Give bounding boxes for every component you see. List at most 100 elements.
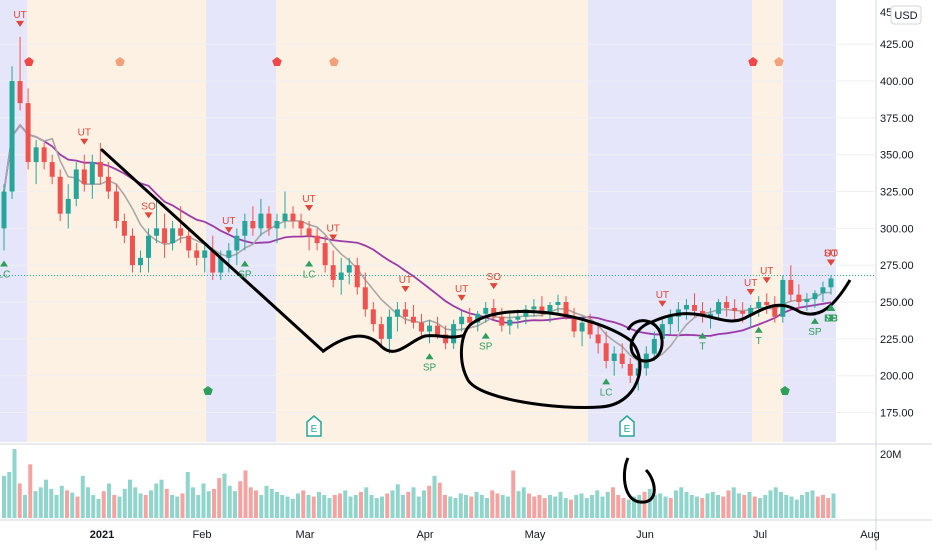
candle-body[interactable] — [716, 302, 722, 314]
candle-body[interactable] — [619, 353, 625, 364]
candle-body[interactable] — [25, 103, 31, 163]
candle-body[interactable] — [402, 309, 408, 317]
candle-body[interactable] — [764, 302, 770, 305]
candle-body[interactable] — [708, 313, 714, 317]
candle-body[interactable] — [467, 316, 473, 323]
candle-body[interactable] — [105, 176, 111, 192]
candle-body[interactable] — [57, 176, 63, 214]
candle-body[interactable] — [234, 235, 240, 251]
candle-body[interactable] — [394, 309, 400, 317]
candle-body[interactable] — [137, 257, 143, 266]
candle-body[interactable] — [226, 250, 232, 258]
candle-body[interactable] — [33, 147, 39, 163]
candle-body[interactable] — [475, 313, 481, 323]
candle-body[interactable] — [258, 213, 264, 229]
candle-body[interactable] — [427, 325, 433, 332]
candle-body[interactable] — [796, 294, 802, 303]
candle-body[interactable] — [579, 322, 585, 332]
candle-body[interactable] — [459, 316, 465, 325]
candle-body[interactable] — [322, 243, 328, 266]
candle-body[interactable] — [346, 265, 352, 273]
candle-body[interactable] — [170, 228, 176, 244]
candle-body[interactable] — [146, 235, 152, 258]
candle-body[interactable] — [804, 299, 810, 303]
candle-body[interactable] — [571, 316, 577, 332]
candle-body[interactable] — [491, 307, 497, 317]
candle-body[interactable] — [812, 293, 818, 300]
candle-body[interactable] — [499, 316, 505, 326]
candle-body[interactable] — [603, 343, 609, 361]
candle-body[interactable] — [65, 198, 71, 214]
candle-body[interactable] — [266, 213, 272, 229]
candle-body[interactable] — [515, 316, 521, 320]
candle-body[interactable] — [732, 307, 738, 311]
candle-body[interactable] — [49, 162, 55, 177]
candle-body[interactable] — [178, 228, 184, 236]
candle-body[interactable] — [121, 221, 127, 236]
candle-body[interactable] — [435, 325, 441, 335]
candle-body[interactable] — [587, 322, 593, 335]
candle-body[interactable] — [788, 279, 794, 295]
candle-body[interactable] — [378, 324, 384, 339]
candle-body[interactable] — [780, 279, 786, 317]
candle-body[interactable] — [563, 302, 569, 317]
currency-button[interactable] — [890, 5, 922, 25]
candle-body[interactable] — [410, 316, 416, 323]
candle-body[interactable] — [314, 235, 320, 244]
candle-body[interactable] — [748, 307, 754, 314]
candle-body[interactable] — [370, 309, 376, 325]
candle-body[interactable] — [154, 228, 160, 236]
candle-body[interactable] — [627, 363, 633, 376]
candle-body[interactable] — [306, 228, 312, 236]
candle-body[interactable] — [700, 310, 706, 317]
candle-body[interactable] — [41, 147, 47, 163]
candle-body[interactable] — [362, 287, 368, 310]
candle-body[interactable] — [451, 324, 457, 344]
candle-body[interactable] — [523, 309, 529, 317]
candle-body[interactable] — [274, 221, 280, 229]
candle-body[interactable] — [129, 235, 135, 266]
earnings-marker[interactable] — [619, 415, 635, 437]
candle-body[interactable] — [210, 250, 216, 273]
candle-body[interactable] — [507, 319, 513, 326]
candle-body[interactable] — [547, 304, 553, 314]
candle-body[interactable] — [539, 306, 545, 314]
candle-body[interactable] — [186, 235, 192, 251]
candle-body[interactable] — [338, 272, 344, 280]
candle-body[interactable] — [1, 191, 7, 229]
candle-body[interactable] — [667, 316, 673, 325]
candle-body[interactable] — [250, 221, 256, 229]
candle-body[interactable] — [611, 353, 617, 361]
candle-body[interactable] — [282, 213, 288, 221]
candle-body[interactable] — [724, 302, 730, 308]
candle-body[interactable] — [73, 169, 79, 199]
candle-body[interactable] — [443, 334, 449, 344]
candle-body[interactable] — [330, 265, 336, 280]
candle-body[interactable] — [419, 322, 424, 332]
candle-body[interactable] — [81, 169, 87, 185]
candle-body[interactable] — [354, 265, 360, 288]
candle-body[interactable] — [820, 287, 826, 294]
candle-body[interactable] — [242, 221, 248, 236]
candle-body[interactable] — [756, 302, 762, 308]
candle-body[interactable] — [772, 304, 778, 317]
candle-body[interactable] — [483, 307, 489, 314]
candle-body[interactable] — [290, 213, 296, 221]
candle-body[interactable] — [89, 162, 95, 185]
candle-body[interactable] — [740, 310, 746, 314]
candle-body[interactable] — [9, 81, 15, 192]
candle-body[interactable] — [691, 304, 697, 311]
candle-body[interactable] — [162, 228, 168, 244]
candle-body[interactable] — [595, 334, 601, 344]
candle-body[interactable] — [659, 324, 665, 339]
candle-body[interactable] — [651, 338, 657, 354]
candle-body[interactable] — [194, 250, 200, 258]
candle-body[interactable] — [17, 81, 23, 104]
candle-body[interactable] — [555, 302, 561, 305]
candle-body[interactable] — [218, 257, 224, 273]
candle-body[interactable] — [386, 316, 392, 339]
candle-body[interactable] — [113, 191, 119, 221]
candle-body[interactable] — [298, 221, 304, 229]
